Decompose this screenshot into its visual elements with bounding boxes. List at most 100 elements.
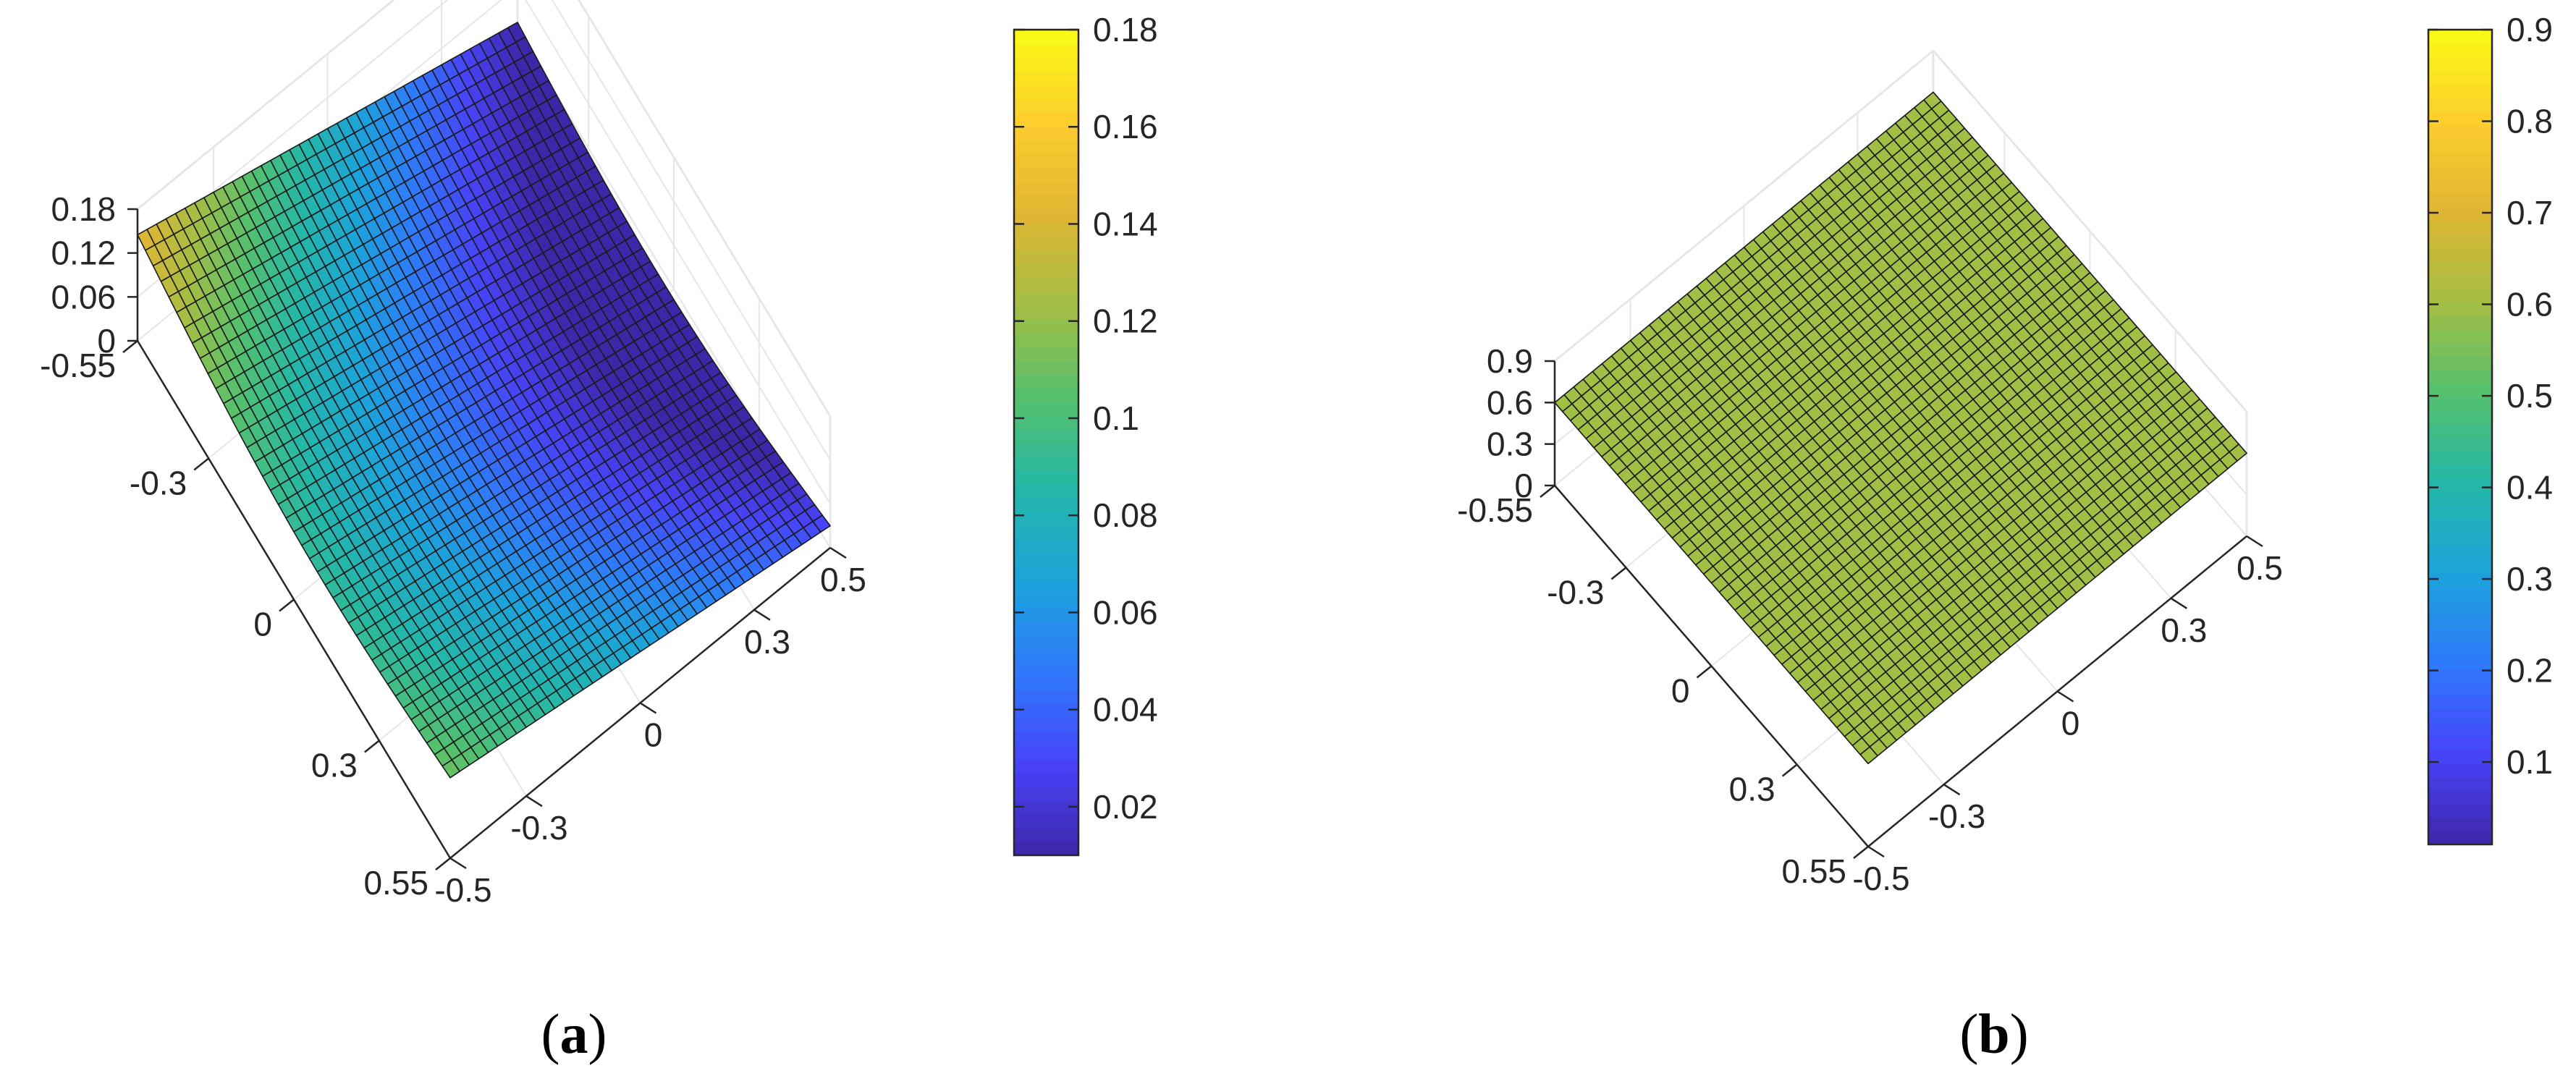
colorbar-band <box>1014 43 1078 59</box>
colorbar-band <box>1014 126 1078 141</box>
colorbar-band <box>2428 301 2492 316</box>
colorbar-band <box>1014 208 1078 224</box>
colorbar-band <box>2428 287 2492 302</box>
colorbar-band <box>2428 233 2492 248</box>
colorbar-frame <box>1013 28 1080 857</box>
y-tick-label: 0 <box>2061 705 2080 742</box>
colorbar-band <box>1014 456 1078 471</box>
colorbar-tick-label: 0.2 <box>2507 652 2553 690</box>
colorbar-band <box>2428 763 2492 778</box>
colorbar-tick-label: 0.16 <box>1093 108 1158 145</box>
x-tick-label: 0.55 <box>363 864 428 902</box>
y-tick-label: 0.3 <box>2161 611 2207 649</box>
x-tick <box>1696 665 1713 679</box>
colorbar-band <box>1014 621 1078 636</box>
colorbar-band <box>2428 613 2492 628</box>
colorbar-band <box>2428 342 2492 357</box>
colorbar-band <box>2428 423 2492 438</box>
colorbar-band <box>1014 360 1078 375</box>
x-tick-label: -0.3 <box>1547 573 1604 611</box>
colorbar-band <box>2428 97 2492 112</box>
colorbar-band <box>2428 572 2492 588</box>
surface-patch <box>442 759 460 779</box>
colorbar-band <box>1014 167 1078 182</box>
surface-plot-a: -0.55 -0.3 0 0.3 0.55 -0.5 -0.3 0 0.3 0.5 0 0.06 0.1… <box>40 0 866 909</box>
colorbar-band <box>2428 179 2492 194</box>
x-tick-label: 0.3 <box>311 747 358 784</box>
colorbar-band <box>2428 600 2492 614</box>
colorbar-tick-label: 0.6 <box>2507 286 2553 323</box>
colorbar-tick-label: 0.02 <box>1093 788 1158 826</box>
y-tick <box>2246 535 2263 548</box>
colorbar-band <box>1014 648 1078 664</box>
colorbar-band <box>1014 387 1078 402</box>
colorbar-band <box>1014 566 1078 581</box>
colorbar-band <box>1014 112 1078 127</box>
colorbar-band <box>1014 250 1078 265</box>
x-tick <box>435 857 451 870</box>
colorbar-tick-label: 0.8 <box>2507 103 2553 140</box>
colorbar-band <box>1014 483 1078 499</box>
colorbar-band <box>2428 518 2492 533</box>
y-tick-label: -0.3 <box>510 809 567 847</box>
x-tick-label: -0.55 <box>1457 491 1533 529</box>
x-tick <box>122 340 138 353</box>
y-tick <box>639 702 657 714</box>
colorbar-band <box>2428 464 2492 479</box>
y-tick-label: 0.3 <box>744 623 790 661</box>
z-grid-line <box>137 0 831 417</box>
colorbar-band <box>2428 532 2492 547</box>
colorbar-band <box>2428 138 2492 153</box>
colorbar-band <box>1014 470 1078 485</box>
colorbar-band <box>2428 192 2492 207</box>
y-tick-label: 0.5 <box>820 561 866 598</box>
x-tick-label: -0.3 <box>130 465 187 502</box>
colorbar-tick-label: 0.7 <box>2507 194 2553 232</box>
colorbar-band <box>2428 437 2492 452</box>
z-tick-label: 0.9 <box>1487 342 1533 380</box>
colorbar-tick-label: 0.1 <box>1093 399 1139 437</box>
colorbar-frame <box>2427 28 2493 846</box>
surface-mesh <box>137 22 831 779</box>
colorbar-band <box>1014 305 1078 320</box>
colorbar-band <box>1014 717 1078 732</box>
y-tick <box>2056 690 2074 703</box>
colorbar-band <box>1014 772 1078 787</box>
z-tick-label: 0 <box>97 322 116 360</box>
colorbar-tick-label: 0.4 <box>2507 469 2553 507</box>
front-axes: -0.55 -0.3 0 0.3 0.55 -0.5 -0.3 0 0.3 0.5 0 0.06 0.1… <box>40 190 866 909</box>
colorbar-band <box>2428 450 2492 465</box>
z-tick-label: 0.18 <box>51 190 116 228</box>
colorbar-band <box>1014 745 1078 760</box>
colorbar-tick-label: 0.9 <box>2507 11 2553 48</box>
colorbar-band <box>2428 70 2492 85</box>
colorbar-band <box>2428 640 2492 656</box>
y-tick <box>2170 597 2188 609</box>
colorbar-band <box>1014 222 1078 237</box>
colorbar-band <box>2428 546 2492 560</box>
colorbar-band <box>2428 668 2492 682</box>
colorbar-band <box>1014 318 1078 334</box>
colorbar-band <box>1014 85 1078 100</box>
colorbar-band <box>1014 415 1078 430</box>
y-tick <box>1943 784 1961 796</box>
z-tick-label: 0.12 <box>51 234 116 272</box>
colorbar-band <box>1014 580 1078 595</box>
colorbar-band <box>2428 504 2492 520</box>
colorbar-band <box>1014 690 1078 705</box>
panel-label-a: (a) <box>541 1002 607 1065</box>
colorbar-tick-label: 0.5 <box>2507 377 2553 415</box>
y-tick <box>829 546 847 559</box>
colorbar-band <box>1014 731 1078 746</box>
colorbar-band <box>2428 30 2492 44</box>
colorbar-band <box>2428 654 2492 669</box>
colorbar-band <box>2428 722 2492 737</box>
colorbar-band <box>1014 676 1078 691</box>
colorbar-a: 0.02 0.04 0.06 0.08 0.1 0.12 0.14 0.16 0.18 <box>1013 11 1158 857</box>
colorbar-band <box>1014 786 1078 801</box>
colorbar-tick-label: 0.06 <box>1093 593 1158 631</box>
colorbar-band <box>1014 511 1078 526</box>
x-tick <box>1610 567 1627 580</box>
x-tick <box>1781 763 1798 777</box>
colorbar-band <box>2428 165 2492 180</box>
